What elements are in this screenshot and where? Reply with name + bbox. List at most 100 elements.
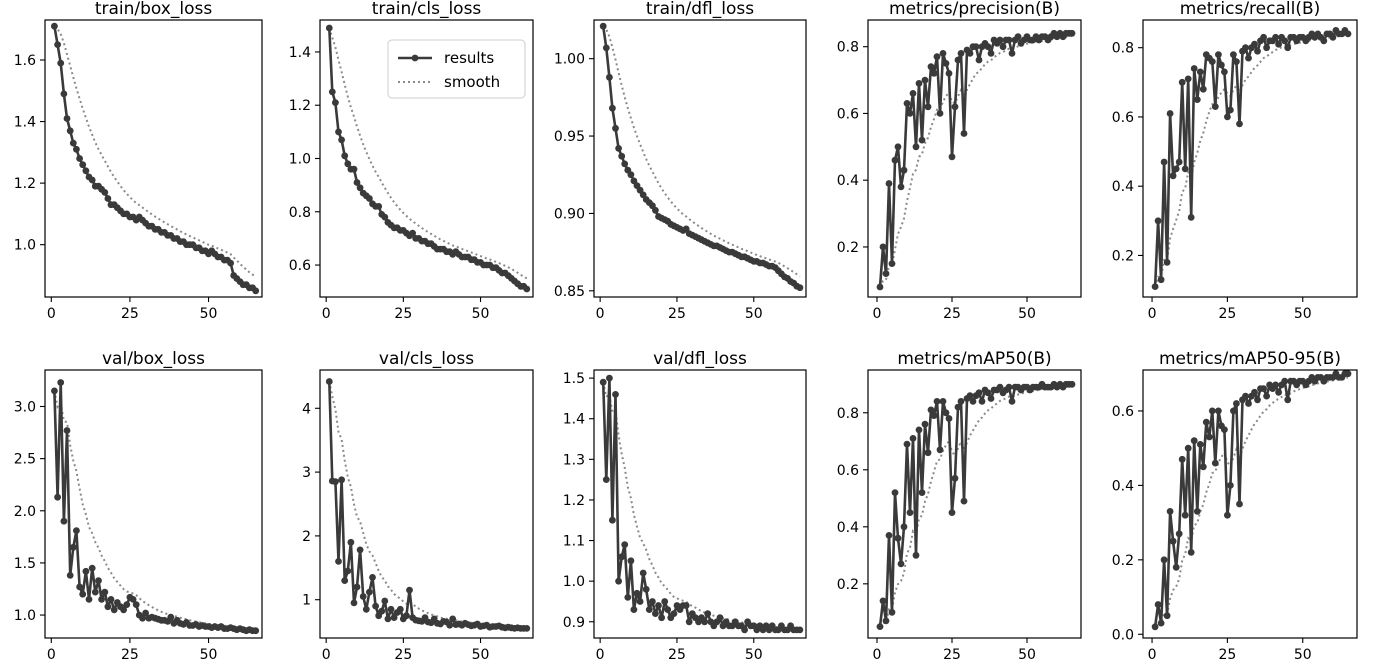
y-tick-label: 0.6 bbox=[289, 258, 311, 274]
data-point bbox=[104, 195, 112, 202]
data-point bbox=[353, 179, 361, 186]
data-point bbox=[63, 115, 71, 122]
plot-area bbox=[876, 29, 1076, 291]
data-point bbox=[1005, 36, 1013, 44]
x-tick-label: 0 bbox=[322, 306, 331, 322]
data-point bbox=[69, 139, 77, 147]
y-tick-label: 2 bbox=[302, 529, 311, 545]
y-tick-label: 0.4 bbox=[837, 173, 859, 189]
data-point bbox=[903, 100, 911, 107]
data-point bbox=[915, 80, 923, 87]
chart-train-box-loss: train/box_loss 0 25 50 1.0 1.2 1.4 1.6 bbox=[14, 0, 263, 322]
data-point bbox=[76, 583, 83, 591]
data-point bbox=[885, 532, 893, 539]
data-point bbox=[332, 478, 339, 486]
data-point bbox=[924, 103, 932, 111]
data-point bbox=[939, 398, 947, 405]
data-point bbox=[325, 378, 333, 385]
data-point bbox=[642, 585, 650, 593]
x-tick-label: 50 bbox=[1294, 647, 1312, 663]
data-point bbox=[639, 569, 647, 577]
data-point bbox=[927, 406, 935, 414]
data-point bbox=[930, 412, 938, 419]
data-point bbox=[101, 588, 109, 596]
data-point bbox=[966, 392, 974, 400]
data-point bbox=[79, 590, 87, 598]
data-point bbox=[685, 618, 693, 626]
data-point bbox=[366, 588, 373, 596]
data-point bbox=[1193, 508, 1201, 515]
chart-title: metrics/recall(B) bbox=[1180, 0, 1321, 19]
data-point bbox=[879, 597, 887, 605]
data-point bbox=[664, 606, 672, 613]
x-tick-label: 25 bbox=[394, 306, 412, 322]
data-point bbox=[936, 446, 944, 454]
y-tick-label: 1.0 bbox=[563, 574, 585, 590]
data-point bbox=[369, 574, 376, 581]
y-tick-label: 1.4 bbox=[14, 115, 36, 131]
data-point bbox=[645, 606, 653, 613]
data-point bbox=[1230, 407, 1237, 415]
data-point bbox=[1175, 158, 1183, 166]
plot-area bbox=[51, 22, 260, 295]
data-point bbox=[701, 618, 708, 626]
data-point bbox=[918, 136, 926, 144]
results-series-line bbox=[878, 383, 1072, 627]
data-point bbox=[60, 90, 68, 98]
data-point bbox=[356, 546, 364, 554]
data-point bbox=[602, 44, 610, 52]
data-point bbox=[948, 509, 956, 516]
data-point bbox=[1284, 44, 1292, 52]
data-point bbox=[523, 285, 531, 293]
smooth-series-line bbox=[602, 25, 801, 278]
y-tick-label: 1.2 bbox=[563, 493, 585, 509]
data-point bbox=[661, 598, 669, 605]
data-point bbox=[602, 476, 610, 483]
y-tick-label: 0.0 bbox=[1112, 627, 1134, 643]
y-tick-label: 0.4 bbox=[1112, 179, 1134, 195]
data-point bbox=[1224, 113, 1231, 121]
results-series-line bbox=[1153, 372, 1348, 627]
data-point bbox=[1260, 33, 1267, 41]
data-point bbox=[344, 160, 352, 168]
data-point bbox=[129, 596, 137, 603]
results-series-line bbox=[1153, 29, 1349, 287]
x-tick-label: 0 bbox=[1148, 647, 1157, 663]
y-tick-label: 1.0 bbox=[289, 152, 311, 168]
data-point bbox=[894, 534, 902, 542]
x-tick-label: 0 bbox=[322, 647, 331, 663]
data-point bbox=[891, 156, 899, 164]
data-point bbox=[449, 615, 457, 623]
data-point bbox=[1245, 400, 1252, 407]
data-point bbox=[906, 509, 914, 516]
data-point bbox=[69, 543, 77, 551]
data-point bbox=[73, 145, 80, 153]
data-point bbox=[636, 598, 644, 605]
plot-area bbox=[599, 374, 804, 634]
data-point bbox=[51, 387, 58, 395]
data-point bbox=[984, 43, 992, 51]
data-point bbox=[918, 489, 926, 496]
data-point bbox=[1172, 165, 1180, 173]
data-point bbox=[924, 449, 932, 457]
data-point bbox=[375, 203, 383, 210]
legend-smooth-label: smooth bbox=[444, 73, 500, 91]
data-point bbox=[1242, 44, 1249, 52]
y-tick-label: 0.9 bbox=[563, 615, 585, 631]
data-point bbox=[104, 603, 112, 611]
data-point bbox=[1190, 437, 1198, 445]
data-point bbox=[57, 379, 65, 386]
data-point bbox=[1233, 58, 1240, 65]
data-point bbox=[936, 110, 944, 117]
smooth-series-line bbox=[53, 25, 257, 278]
data-point bbox=[1263, 392, 1270, 400]
data-point bbox=[338, 136, 345, 144]
y-tick-label: 1.1 bbox=[563, 534, 585, 550]
y-tick-label: 1.00 bbox=[554, 52, 585, 68]
data-point bbox=[446, 621, 454, 629]
data-point bbox=[1329, 33, 1337, 41]
smooth-series-line bbox=[53, 390, 256, 630]
data-point bbox=[1254, 396, 1261, 404]
data-point bbox=[999, 43, 1007, 51]
data-point bbox=[975, 389, 983, 397]
